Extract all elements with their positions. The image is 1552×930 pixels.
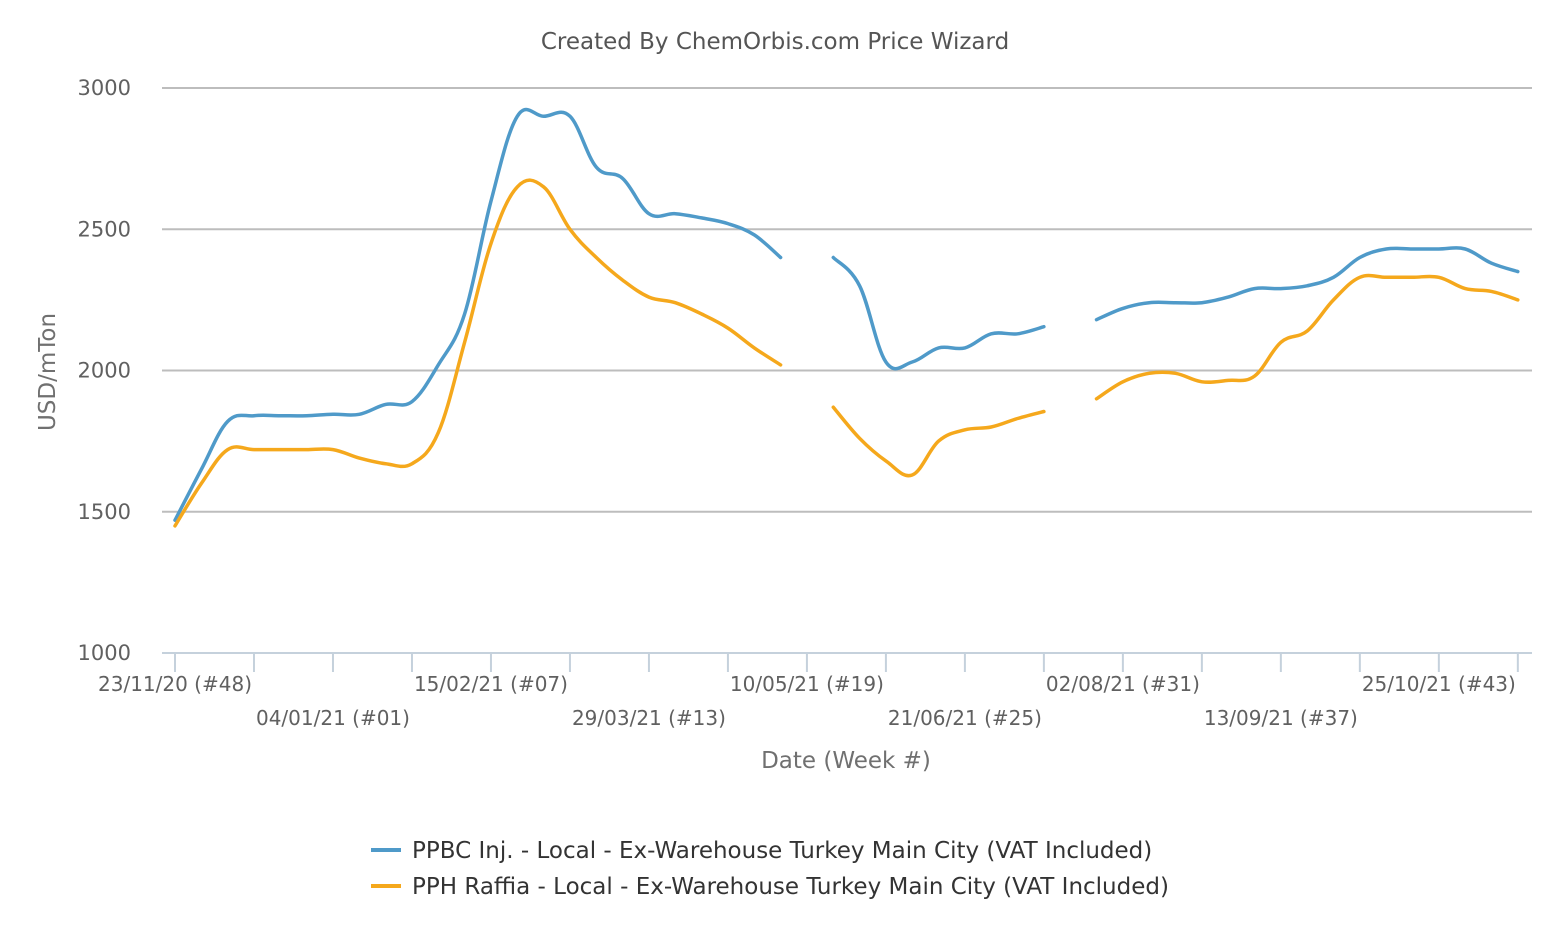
legend-label: PPBC Inj. - Local - Ex-Warehouse Turkey …: [412, 838, 1152, 864]
chart-title: Created By ChemOrbis.com Price Wizard: [541, 29, 1009, 55]
x-tick-label: 23/11/20 (#48): [98, 672, 252, 696]
x-tick-label: 29/03/21 (#13): [572, 706, 726, 730]
y-tick-label: 2500: [78, 217, 131, 241]
legend-item-1[interactable]: PPBC Inj. - Local - Ex-Warehouse Turkey …: [371, 838, 1152, 864]
series-line-2: [1094, 273, 1520, 401]
x-tick-label: 13/09/21 (#37): [1204, 706, 1358, 730]
y-axis-label: USD/mTon: [35, 313, 61, 431]
legend[interactable]: PPBC Inj. - Local - Ex-Warehouse Turkey …: [371, 838, 1169, 900]
series-line-1: [173, 107, 783, 522]
x-tick-label: 02/08/21 (#31): [1046, 672, 1200, 696]
x-tick-label: 25/10/21 (#43): [1362, 672, 1516, 696]
y-tick-label: 1500: [78, 500, 131, 524]
gridlines: [162, 87, 1532, 513]
y-tick-label: 1000: [78, 641, 131, 665]
x-axis-ticks: 23/11/20 (#48)04/01/21 (#01)15/02/21 (#0…: [98, 653, 1519, 730]
x-axis-label: Date (Week #): [761, 748, 931, 774]
series-line-1: [1094, 246, 1520, 322]
y-tick-label: 3000: [78, 76, 131, 100]
x-tick-label: 21/06/21 (#25): [888, 706, 1042, 730]
y-tick-label: 2000: [78, 359, 131, 383]
legend-label: PPH Raffia - Local - Ex-Warehouse Turkey…: [412, 874, 1169, 900]
series-lines: [173, 107, 1520, 528]
legend-item-2[interactable]: PPH Raffia - Local - Ex-Warehouse Turkey…: [371, 874, 1169, 900]
x-tick-label: 04/01/21 (#01): [256, 706, 410, 730]
series-line-2: [831, 405, 1046, 478]
y-axis-ticks: 1000 1500 2000 2500 3000: [78, 76, 131, 665]
x-tick-label: 10/05/21 (#19): [730, 672, 884, 696]
series-line-2: [173, 178, 783, 528]
x-tick-label: 15/02/21 (#07): [414, 672, 568, 696]
series-line-1: [831, 255, 1046, 371]
